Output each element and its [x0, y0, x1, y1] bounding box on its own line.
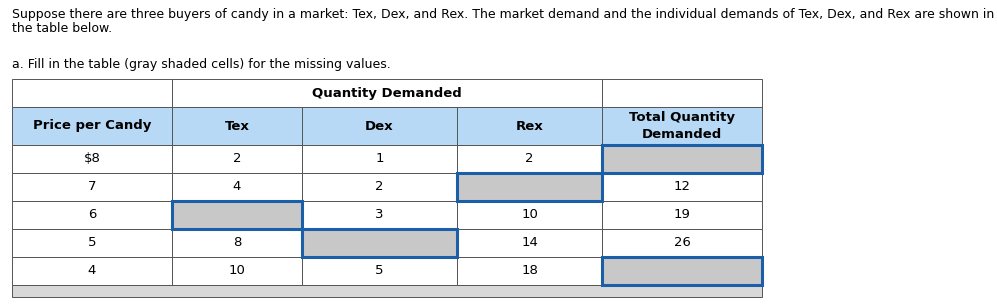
Text: 7: 7 [88, 181, 97, 193]
Bar [302, 257, 457, 285]
Bar [12, 257, 172, 285]
Bar [12, 201, 172, 229]
Bar [602, 257, 762, 285]
Text: Total Quantity
Demanded: Total Quantity Demanded [629, 111, 735, 141]
Bar [302, 229, 457, 257]
Text: 14: 14 [521, 236, 538, 250]
Text: 2: 2 [232, 153, 241, 165]
Text: 12: 12 [674, 181, 691, 193]
Bar [12, 145, 172, 173]
Text: Dex: Dex [365, 119, 394, 133]
Text: Price per Candy: Price per Candy [33, 119, 152, 133]
Text: a. Fill in the table (gray shaded cells) for the missing values.: a. Fill in the table (gray shaded cells)… [12, 58, 391, 71]
Bar [457, 145, 602, 173]
Bar [12, 285, 762, 297]
Text: 5: 5 [88, 236, 97, 250]
Bar [12, 107, 172, 145]
Bar [172, 145, 302, 173]
Bar [602, 79, 762, 107]
Bar [302, 145, 457, 173]
Text: Suppose there are three buyers of candy in a market: Tex, Dex, and Rex. The mark: Suppose there are three buyers of candy … [12, 8, 994, 21]
Bar [12, 173, 172, 201]
Text: 2: 2 [525, 153, 533, 165]
Text: 4: 4 [88, 265, 96, 278]
Bar [172, 173, 302, 201]
Text: 10: 10 [521, 208, 538, 221]
Text: 8: 8 [233, 236, 241, 250]
Bar [457, 257, 602, 285]
Bar [602, 173, 762, 201]
Text: Quantity Demanded: Quantity Demanded [312, 87, 462, 99]
Text: 26: 26 [674, 236, 691, 250]
Bar [602, 107, 762, 145]
Bar [602, 229, 762, 257]
Bar [172, 201, 302, 229]
Bar [457, 173, 602, 201]
Bar [602, 201, 762, 229]
Bar [302, 229, 457, 257]
Bar [457, 229, 602, 257]
Text: 19: 19 [674, 208, 691, 221]
Bar [172, 107, 302, 145]
Bar [172, 257, 302, 285]
Bar [457, 173, 602, 201]
Bar [172, 201, 302, 229]
Text: 1: 1 [375, 153, 384, 165]
Text: 10: 10 [228, 265, 245, 278]
Bar [172, 79, 602, 107]
Text: 18: 18 [521, 265, 538, 278]
Text: 2: 2 [375, 181, 384, 193]
Bar [302, 201, 457, 229]
Bar [602, 145, 762, 173]
Bar [302, 107, 457, 145]
Bar [12, 229, 172, 257]
Text: 3: 3 [375, 208, 384, 221]
Text: Tex: Tex [224, 119, 249, 133]
Bar [602, 257, 762, 285]
Text: the table below.: the table below. [12, 22, 112, 35]
Text: Rex: Rex [515, 119, 543, 133]
Text: $8: $8 [84, 153, 101, 165]
Bar [457, 107, 602, 145]
Bar [172, 229, 302, 257]
Text: 5: 5 [375, 265, 384, 278]
Bar [457, 201, 602, 229]
Bar [602, 145, 762, 173]
Bar [302, 173, 457, 201]
Bar [12, 79, 172, 107]
Text: 6: 6 [88, 208, 96, 221]
Text: 4: 4 [233, 181, 241, 193]
